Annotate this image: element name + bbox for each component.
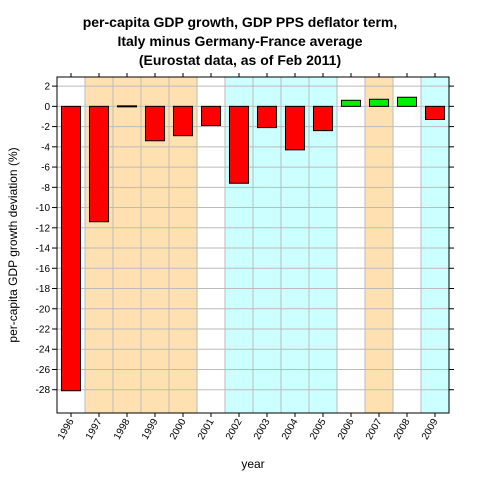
bar-2008 xyxy=(396,96,418,107)
y-tick-label: -10 xyxy=(36,203,51,214)
bar-2005 xyxy=(312,105,334,132)
y-tick-label: -2 xyxy=(41,122,50,133)
background-band xyxy=(365,77,393,413)
bar-2003 xyxy=(256,105,278,129)
bar-1998 xyxy=(116,105,138,108)
y-tick-label: -12 xyxy=(36,223,51,234)
bar-1996 xyxy=(60,105,82,392)
bar-2001 xyxy=(200,105,222,127)
y-tick-label: -22 xyxy=(36,325,51,336)
bar-1999 xyxy=(144,105,166,142)
x-axis-title: year xyxy=(241,457,264,471)
y-tick-label: -24 xyxy=(36,345,51,356)
bar-2007 xyxy=(368,98,390,107)
bar-1997 xyxy=(88,105,110,223)
y-tick-label: -26 xyxy=(36,365,51,376)
y-tick-label: -8 xyxy=(41,183,50,194)
y-tick-label: -16 xyxy=(36,264,51,275)
bar-2006 xyxy=(340,99,362,107)
y-tick-label: -14 xyxy=(36,244,51,255)
bar-2000 xyxy=(172,105,194,137)
y-tick-label: -18 xyxy=(36,284,51,295)
chart-title-line-2: Italy minus Germany-France average xyxy=(117,33,362,49)
bars xyxy=(60,96,446,392)
plot-frame xyxy=(56,76,450,414)
y-axis-title: per-capita GDP growth deviation (%) xyxy=(6,147,20,342)
y-tick-label: 0 xyxy=(44,102,50,113)
y-tick-label: -28 xyxy=(36,385,51,396)
background-band xyxy=(421,77,449,413)
y-tick-label: -6 xyxy=(41,163,50,174)
chart-title-line-1: per-capita GDP growth, GDP PPS deflator … xyxy=(83,14,398,30)
y-axis: 2 0 -2 -4 -6 -8 -10 -12 -14 -16 -18 -20 -22 -24 -26 -28 xyxy=(36,82,454,396)
y-tick-label: -4 xyxy=(41,142,50,153)
bar-2009 xyxy=(424,105,446,121)
y-tick-label: 2 xyxy=(44,82,50,93)
chart-title-line-3: (Eurostat data, as of Feb 2011) xyxy=(139,52,341,68)
chart-title: per-capita GDP growth, GDP PPS deflator … xyxy=(83,14,398,68)
bar-2002 xyxy=(228,105,250,184)
y-tick-label: -20 xyxy=(36,304,51,315)
bar-2004 xyxy=(284,105,306,151)
